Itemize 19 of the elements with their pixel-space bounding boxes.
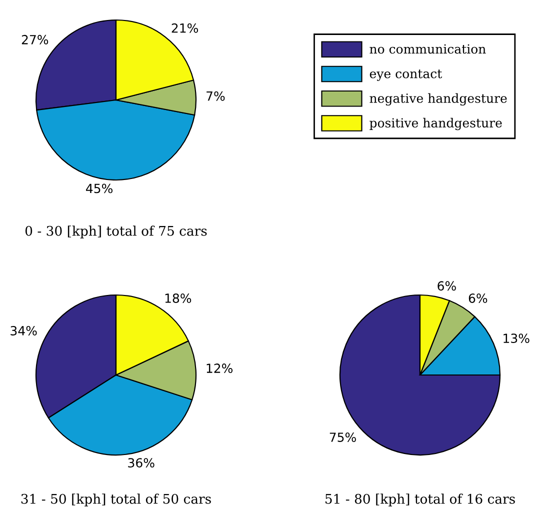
- legend-label: eye contact: [370, 70, 442, 81]
- data-label: 18%: [165, 294, 192, 303]
- data-label: 7%: [206, 91, 225, 101]
- data-label: 75%: [330, 432, 356, 442]
- text: 0 - 30 [kph] total of 75 cars: [25, 226, 207, 238]
- legend-label: positive handgesture: [370, 118, 502, 130]
- legend-label: negative handgesture: [370, 93, 507, 106]
- data-label: 34%: [10, 326, 37, 336]
- text: 31 - 50 [kph] total of 50 cars: [21, 494, 211, 506]
- data-label: 45%: [86, 184, 112, 194]
- data-label: 13%: [504, 334, 530, 344]
- data-label: 36%: [128, 458, 154, 468]
- data-label: 12%: [206, 364, 233, 373]
- data-label: 27%: [22, 34, 48, 44]
- data-label: 6%: [468, 294, 488, 303]
- data-label: 21%: [172, 23, 198, 33]
- legend-label: no communication: [370, 44, 486, 54]
- text: 51 - 80 [kph] total of 16 cars: [326, 494, 515, 506]
- data-label: 6%: [438, 281, 456, 291]
